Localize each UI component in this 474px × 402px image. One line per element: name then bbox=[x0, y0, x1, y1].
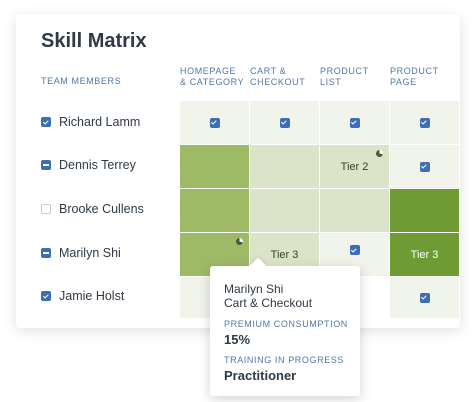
matrix-cell[interactable] bbox=[180, 189, 249, 232]
column-header-product-page: PRODUCT PAGE bbox=[390, 66, 460, 88]
member-checkbox[interactable] bbox=[41, 160, 51, 170]
progress-pie-icon bbox=[376, 150, 383, 157]
tooltip-skill: Cart & Checkout bbox=[224, 296, 313, 310]
member-checkbox[interactable] bbox=[41, 291, 51, 301]
matrix-cell[interactable] bbox=[390, 101, 459, 144]
team-member-row[interactable]: Richard Lamm bbox=[41, 115, 140, 129]
tier-label: Tier 3 bbox=[410, 248, 439, 261]
member-checkbox[interactable] bbox=[41, 248, 51, 258]
member-name: Dennis Terrey bbox=[59, 158, 136, 172]
page-title: Skill Matrix bbox=[41, 30, 147, 52]
progress-pie-icon bbox=[236, 238, 243, 245]
matrix-cell[interactable] bbox=[390, 189, 459, 232]
team-member-row[interactable]: Brooke Cullens bbox=[41, 202, 144, 216]
member-name: Jamie Holst bbox=[59, 289, 125, 303]
member-checkbox[interactable] bbox=[41, 204, 51, 214]
member-name: Richard Lamm bbox=[59, 115, 141, 129]
check-icon bbox=[349, 117, 360, 128]
matrix-cell[interactable] bbox=[390, 145, 459, 188]
tooltip-member-name: Marilyn Shi bbox=[224, 282, 284, 296]
check-icon bbox=[419, 161, 430, 172]
check-icon bbox=[209, 117, 220, 128]
tooltip-value-consumption: 15% bbox=[224, 332, 251, 347]
tooltip-label-training: TRAINING IN PROGRESS bbox=[224, 355, 345, 365]
tooltip-label-consumption: PREMIUM CONSUMPTION bbox=[224, 319, 348, 329]
cell-tooltip: Marilyn Shi Cart & Checkout PREMIUM CONS… bbox=[210, 266, 360, 396]
matrix-cell[interactable] bbox=[250, 101, 319, 144]
matrix-cell[interactable] bbox=[320, 189, 389, 232]
matrix-cell[interactable] bbox=[320, 101, 389, 144]
column-header-line: CART & bbox=[250, 66, 287, 76]
matrix-cell[interactable] bbox=[250, 145, 319, 188]
column-header-product-list: PRODUCT LIST bbox=[320, 66, 390, 88]
team-member-row[interactable]: Jamie Holst bbox=[41, 289, 124, 303]
column-header-line: CHECKOUT bbox=[250, 77, 306, 87]
member-checkbox[interactable] bbox=[41, 117, 51, 127]
column-header-line: PRODUCT bbox=[320, 66, 369, 76]
tooltip-value-training: Practitioner bbox=[224, 368, 297, 383]
column-header-line: & CATEGORY bbox=[180, 77, 245, 87]
column-header-line: LIST bbox=[320, 77, 342, 87]
tier-label: Tier 3 bbox=[270, 248, 299, 261]
check-icon bbox=[419, 117, 430, 128]
column-header-line: HOMEPAGE bbox=[180, 66, 237, 76]
team-member-row[interactable]: Marilyn Shi bbox=[41, 246, 121, 260]
check-icon bbox=[349, 245, 360, 255]
matrix-cell[interactable] bbox=[180, 145, 249, 188]
column-header-line: PAGE bbox=[390, 77, 417, 87]
matrix-cell[interactable] bbox=[180, 101, 249, 144]
column-header-homepage: HOMEPAGE & CATEGORY bbox=[180, 66, 250, 88]
matrix-cell[interactable] bbox=[250, 189, 319, 232]
check-icon bbox=[419, 292, 430, 303]
column-header-line: PRODUCT bbox=[390, 66, 439, 76]
matrix-cell[interactable]: Tier 2 bbox=[320, 145, 389, 188]
team-members-header: TEAM MEMBERS bbox=[41, 76, 122, 86]
member-name: Brooke Cullens bbox=[59, 202, 144, 216]
matrix-cell[interactable] bbox=[390, 277, 459, 318]
check-icon bbox=[279, 117, 290, 128]
matrix-cell[interactable]: Tier 3 bbox=[390, 233, 459, 276]
member-name: Marilyn Shi bbox=[59, 246, 121, 260]
column-header-cart: CART & CHECKOUT bbox=[250, 66, 320, 88]
tier-label: Tier 2 bbox=[340, 160, 369, 173]
team-member-row[interactable]: Dennis Terrey bbox=[41, 158, 136, 172]
